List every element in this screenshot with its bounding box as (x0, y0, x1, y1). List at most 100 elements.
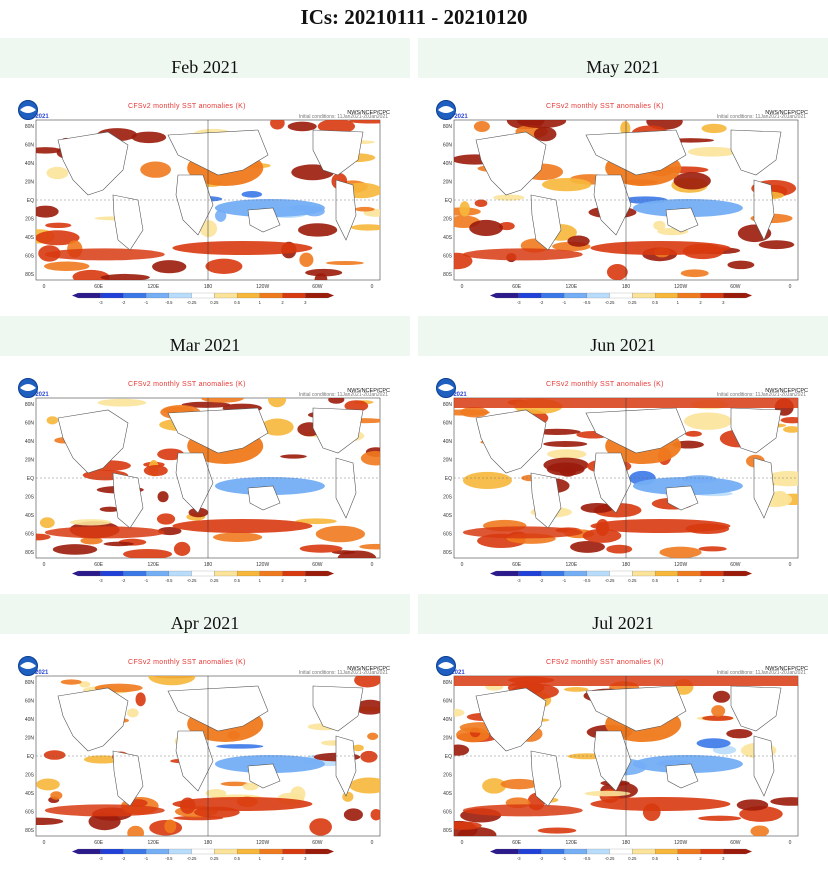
anomaly-patch (590, 519, 731, 533)
colorbar-tick-label: 3 (304, 578, 307, 583)
colorbar-tick-label: -0.25 (605, 578, 615, 583)
anomaly-patch (474, 199, 488, 207)
colorbar-segment (214, 570, 238, 577)
colorbar-tick-label: 0.25 (210, 300, 219, 305)
lat-tick-label: 20S (443, 773, 453, 779)
panel-apr: Apr 2021 CFSv2 monthly SST anomalies (K) N… (0, 594, 410, 870)
colorbar-tick-label: -3 (517, 300, 521, 305)
colorbar-tick-label: -1 (562, 300, 566, 305)
continent-outline (175, 452, 214, 514)
colorbar-segment (77, 570, 101, 577)
anomaly-patch (462, 471, 512, 489)
continent-outline (312, 407, 364, 454)
anomaly-patch (547, 449, 587, 460)
colorbar-tick-label: 0.25 (210, 856, 219, 861)
anomaly-patch (97, 398, 147, 407)
anomaly-patch (299, 544, 343, 553)
colorbar-tick-label: 0.25 (628, 856, 637, 861)
anomaly-patch (462, 526, 583, 539)
continent-outline (475, 687, 547, 752)
anomaly-patch (200, 398, 244, 403)
panel-label: Apr 2021 (0, 594, 410, 634)
colorbar-tick-label: -2 (122, 856, 126, 861)
lat-tick-label: 20S (443, 217, 453, 223)
lon-tick-label: 180 (204, 840, 213, 846)
map-credit: NWS/NCEP/CPC (765, 666, 808, 672)
colorbar-right-arrow (746, 293, 752, 298)
map-title: CFSv2 monthly SST anomalies (K) (128, 659, 246, 666)
anomaly-patch (305, 268, 343, 277)
continent-outline (175, 174, 214, 236)
anomaly-patch (287, 121, 317, 132)
colorbar-segment (518, 848, 542, 855)
anomaly-patch (462, 804, 583, 817)
lat-tick-label: 40S (443, 235, 453, 241)
anomaly-patch (348, 120, 380, 124)
anomaly-patch (337, 550, 377, 558)
anomaly-patch (546, 462, 585, 476)
colorbar-segment (168, 570, 192, 577)
colorbar-tick-label: -1 (562, 856, 566, 861)
continent-outline (665, 485, 699, 511)
colorbar-tick-label: 3 (722, 578, 725, 583)
map-month-label: Jun 2021 (441, 392, 467, 398)
lat-tick-label: 80N (25, 680, 35, 686)
anomaly-patch (123, 549, 173, 558)
colorbar-right-arrow (746, 571, 752, 576)
lon-tick-label: 0 (789, 840, 792, 846)
anomaly-patch (45, 222, 72, 229)
anomaly-patch (100, 273, 150, 280)
colorbar-segment (146, 292, 170, 299)
lon-tick-label: 120E (565, 284, 577, 290)
colorbar-tick-label: 2 (281, 578, 284, 583)
anomaly-patch (156, 513, 176, 525)
anomaly-patch (344, 400, 369, 412)
lat-tick-label: 80N (25, 402, 35, 408)
lon-tick-label: 120W (256, 562, 269, 568)
colorbar-tick-label: 1 (259, 856, 262, 861)
map-ic-text: Initial conditions: 11Jan2021-20Jan2021 (716, 670, 806, 676)
anomaly-patch (261, 418, 294, 436)
anomaly-patch (157, 491, 169, 503)
anomaly-patch (295, 518, 337, 525)
map-credit: NWS/NCEP/CPC (765, 110, 808, 116)
anomaly-patch (563, 687, 589, 692)
continent-outline (753, 179, 775, 241)
lon-tick-label: 60E (512, 840, 522, 846)
continent-outline (335, 735, 357, 797)
colorbar-segment (723, 292, 747, 299)
anomaly-patch (280, 454, 307, 459)
colorbar-segment (191, 292, 215, 299)
anomaly-patch (44, 248, 165, 261)
colorbar-segment (77, 292, 101, 299)
colorbar-segment (654, 848, 678, 855)
anomaly-patch (582, 528, 622, 543)
colorbar-segment (123, 570, 147, 577)
anomaly-patch (36, 230, 80, 246)
colorbar-segment (677, 292, 701, 299)
colorbar-tick-label: 2 (699, 578, 702, 583)
anomaly-patch (702, 715, 734, 721)
colorbar-segment (236, 848, 260, 855)
anomaly-patch (172, 241, 313, 255)
lon-tick-label: 120W (256, 840, 269, 846)
anomaly-patch (696, 738, 731, 749)
lat-tick-label: 20N (443, 458, 453, 464)
lat-tick-label: 40S (25, 513, 35, 519)
lon-tick-label: 0 (371, 284, 374, 290)
colorbar-segment (586, 570, 610, 577)
sst-map: CFSv2 monthly SST anomalies (K) NWS/NCEP/… (18, 100, 390, 310)
lat-tick-label: 20S (25, 495, 35, 501)
colorbar-segment (541, 848, 565, 855)
lat-tick-label: 20S (443, 495, 453, 501)
continent-outline (57, 131, 129, 196)
lon-tick-label: 0 (789, 284, 792, 290)
colorbar-segment (259, 292, 283, 299)
colorbar-segment (191, 570, 215, 577)
map-ic-text: Initial conditions: 11Jan2021-20Jan2021 (298, 670, 388, 676)
panel-feb: Feb 2021 CFSv2 monthly SST anomalies (K) N… (0, 38, 410, 314)
anomaly-patch (758, 240, 795, 250)
colorbar-segment (632, 292, 656, 299)
lon-tick-label: 60W (730, 562, 741, 568)
colorbar-tick-label: 1 (677, 300, 680, 305)
